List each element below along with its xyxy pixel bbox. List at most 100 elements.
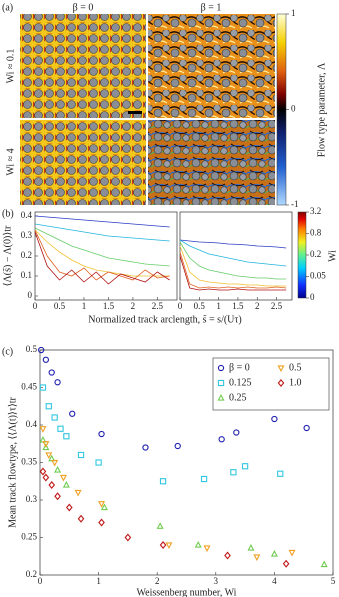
y-tick-label: 0.25 bbox=[21, 532, 37, 542]
image-disordered-low bbox=[148, 14, 275, 118]
y-axis-label: ⟨Λ(s̃) − Λ(0)⟩tr bbox=[2, 225, 13, 286]
panel-label: (b) bbox=[2, 208, 14, 219]
data-point bbox=[65, 503, 73, 512]
data-line bbox=[179, 239, 287, 267]
data-point bbox=[38, 346, 45, 354]
x-axis-label: Normalized track arclength, s̃ = s/(Uτ) bbox=[88, 314, 242, 325]
data-point bbox=[156, 522, 164, 529]
data-point bbox=[95, 459, 102, 466]
data-point bbox=[54, 492, 61, 501]
data-point bbox=[165, 542, 173, 550]
data-point bbox=[253, 554, 261, 562]
data-point bbox=[233, 429, 240, 436]
row-label: Wi ≈ 4 bbox=[5, 148, 16, 175]
data-point bbox=[98, 501, 106, 508]
legend-marker bbox=[277, 379, 285, 387]
data-point bbox=[42, 443, 50, 451]
y-tick-label: 0.1 bbox=[21, 270, 32, 280]
image-disordered-high bbox=[148, 120, 275, 205]
data-point bbox=[39, 426, 47, 433]
flow-images bbox=[20, 14, 275, 205]
column-title: β = 1 bbox=[201, 2, 222, 13]
data-point bbox=[288, 549, 296, 557]
data-point bbox=[200, 475, 208, 483]
data-point bbox=[48, 369, 55, 376]
data-line bbox=[34, 229, 170, 281]
data-point bbox=[45, 452, 53, 460]
data-point bbox=[54, 465, 62, 473]
data-point bbox=[98, 518, 105, 527]
y-tick-label: 0.45 bbox=[21, 382, 37, 392]
legend-label: 0.25 bbox=[229, 392, 247, 403]
legend-marker bbox=[217, 364, 225, 372]
data-line bbox=[34, 229, 170, 277]
data-line bbox=[179, 241, 287, 280]
data-point bbox=[51, 414, 58, 421]
data-line bbox=[179, 245, 287, 287]
column-title: β = 0 bbox=[73, 2, 94, 13]
data-point bbox=[54, 379, 61, 386]
image-ordered-high bbox=[20, 120, 146, 205]
data-line bbox=[34, 227, 170, 267]
x-tick-label: 4 bbox=[272, 576, 277, 586]
data-point bbox=[51, 459, 59, 467]
x-tick-label: 0.5 bbox=[194, 301, 206, 311]
data-point bbox=[320, 560, 328, 568]
colorbar-tick-label: 0.2 bbox=[310, 249, 321, 259]
panel-label: (a) bbox=[2, 2, 13, 13]
x-tick-label: 2.5 bbox=[271, 301, 283, 311]
colorbar-tick-label: 0.8 bbox=[310, 228, 322, 238]
y-tick-label: 0.2 bbox=[26, 569, 37, 579]
data-point bbox=[241, 463, 249, 470]
x-tick-label: 0 bbox=[38, 576, 43, 586]
data-point bbox=[77, 451, 85, 459]
data-point bbox=[57, 425, 64, 432]
data-point bbox=[247, 543, 255, 551]
data-point bbox=[303, 424, 310, 432]
data-point bbox=[174, 442, 181, 450]
colorbar-tick-label: -1 bbox=[291, 199, 299, 209]
y-axis-label: Mean track flowtype, ⟨⟨Λ(t)⟩τ⟩tr bbox=[7, 396, 18, 527]
data-point bbox=[74, 489, 82, 497]
legend-label: 1.0 bbox=[289, 377, 302, 388]
y-tick-label: 0.35 bbox=[21, 457, 37, 467]
data-point bbox=[69, 410, 76, 417]
data-point bbox=[98, 430, 105, 438]
colorbar-tick-label: 3.2 bbox=[310, 206, 321, 216]
data-point bbox=[203, 545, 211, 553]
image-ordered-low bbox=[20, 14, 146, 118]
y-tick-label: 0 bbox=[28, 290, 33, 300]
y-tick-label: 0.3 bbox=[21, 230, 33, 240]
x-tick-label: 0 bbox=[33, 301, 38, 311]
x-tick-label: 2 bbox=[155, 576, 160, 586]
data-point bbox=[100, 503, 108, 511]
legend-marker bbox=[217, 379, 225, 387]
colorbar-tick-label: 1 bbox=[291, 8, 296, 18]
data-point bbox=[277, 470, 284, 477]
legend-marker bbox=[217, 393, 225, 401]
data-point bbox=[59, 474, 67, 482]
plot-frame bbox=[34, 211, 178, 301]
x-tick-label: 1 bbox=[96, 576, 101, 586]
data-point bbox=[42, 473, 50, 482]
data-point bbox=[39, 467, 47, 476]
data-point bbox=[48, 481, 56, 489]
data-line bbox=[179, 251, 287, 289]
row-label: Wi ≈ 0.1 bbox=[5, 49, 16, 84]
data-point bbox=[159, 541, 167, 549]
x-tick-label: 1 bbox=[82, 301, 87, 311]
legend-label: β = 0 bbox=[229, 362, 250, 373]
x-tick-label: 2 bbox=[255, 301, 260, 311]
colorbar-tick-label: 0 bbox=[310, 292, 315, 302]
data-point bbox=[271, 415, 278, 423]
colorbar-tick-label: 0 bbox=[291, 104, 296, 114]
data-line bbox=[34, 223, 170, 242]
data-point bbox=[270, 549, 278, 557]
data-point bbox=[42, 441, 50, 448]
data-point bbox=[42, 356, 50, 363]
x-tick-label: 1 bbox=[216, 301, 221, 311]
scale-bar bbox=[128, 111, 142, 114]
data-point bbox=[142, 444, 149, 451]
y-tick-label: 0.4 bbox=[26, 419, 38, 429]
y-tick-label: 0.5 bbox=[26, 344, 38, 354]
